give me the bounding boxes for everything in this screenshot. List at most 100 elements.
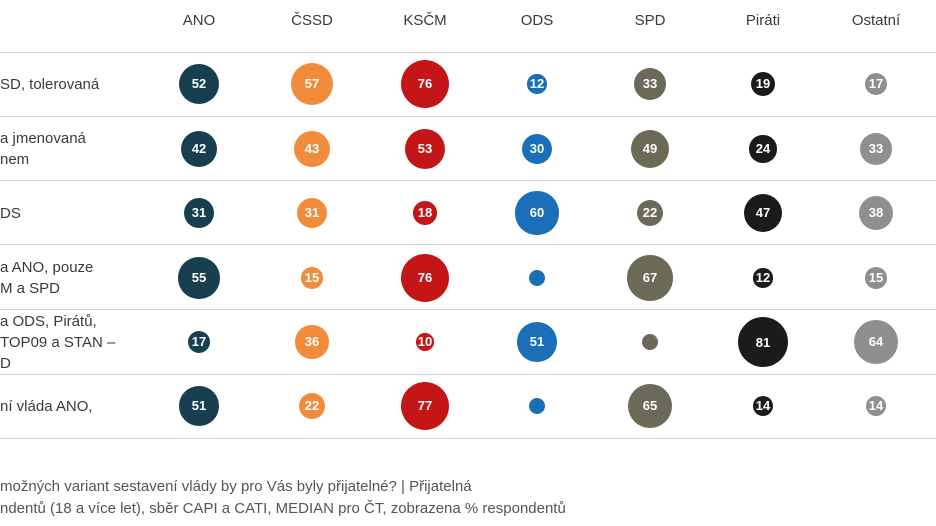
bubble-value-label: 19 (755, 76, 771, 92)
bubble-value-label: 47 (755, 205, 771, 221)
data-bubble: 15 (865, 267, 887, 289)
column-header: ODS (520, 12, 554, 29)
data-bubble: 76 (400, 253, 450, 303)
column-header: ČSSD (291, 12, 333, 29)
column-header: Ostatní (851, 12, 901, 29)
data-bubble: 10 (416, 333, 434, 351)
row-label: a ANO, pouze M a SPD (0, 259, 94, 297)
bubble-value-label: 15 (868, 270, 884, 286)
row-label: a ODS, Pirátů, TOP09 a STAN – D (0, 312, 116, 372)
row-divider (0, 180, 936, 181)
bubble-value-label: 33 (868, 141, 884, 157)
row-divider (0, 244, 936, 245)
data-bubble: 33 (860, 133, 892, 165)
column-header: Piráti (745, 12, 781, 29)
data-bubble (642, 334, 658, 350)
data-bubble: 53 (404, 128, 446, 170)
bubble-value-label: 60 (529, 205, 545, 221)
bubble-value-label: 12 (529, 76, 545, 92)
bubble-value-label: 17 (191, 334, 207, 350)
data-bubble: 22 (298, 392, 326, 420)
bubble-value-label: 14 (868, 398, 884, 414)
footnote-line-2: ndentů (18 a více let), sběr CAPI a CATI… (0, 500, 566, 517)
data-bubble: 47 (743, 193, 783, 233)
bubble-value-label: 33 (642, 76, 658, 92)
bubble-value-label: 22 (642, 205, 658, 221)
footnote-line-1: možných variant sestavení vlády by pro V… (0, 478, 472, 495)
data-bubble (529, 398, 545, 414)
bubble-value-label: 51 (529, 334, 545, 350)
bubble-value-label: 31 (304, 205, 320, 221)
data-bubble: 31 (183, 197, 215, 229)
row-label: SD, tolerovaná (0, 75, 100, 93)
data-bubble: 52 (178, 63, 220, 105)
row-divider (0, 52, 936, 53)
bubble-value-label: 42 (191, 141, 207, 157)
data-bubble: 38 (858, 195, 894, 231)
data-bubble: 17 (864, 72, 888, 96)
data-bubble: 49 (630, 129, 670, 169)
bubble-value-label: 52 (191, 76, 207, 92)
data-bubble: 19 (750, 71, 776, 97)
bubble-value-label: 77 (417, 398, 433, 414)
bubble-value-label: 36 (304, 334, 320, 350)
column-header: SPD (634, 12, 666, 29)
bubble-value-label: 49 (642, 141, 658, 157)
bubble-value-label: 22 (304, 398, 320, 414)
row-divider (0, 438, 936, 439)
data-bubble: 12 (753, 268, 773, 288)
data-bubble: 51 (517, 322, 557, 362)
bubble-value-label: 81 (755, 334, 771, 350)
data-bubble: 14 (865, 395, 887, 417)
bubble-value-label: 18 (417, 205, 433, 221)
bubble-value-label: 76 (417, 76, 433, 92)
row-divider (0, 309, 936, 310)
row-label: DS (0, 204, 21, 222)
row-label: a jmenovaná nem (0, 130, 86, 168)
bubble-value-label: 43 (304, 141, 320, 157)
data-bubble: 36 (295, 325, 329, 359)
bubble-value-label: 12 (755, 270, 771, 286)
data-bubble: 55 (178, 257, 220, 299)
column-header: ANO (182, 12, 216, 29)
data-bubble: 81 (738, 317, 788, 367)
bubble-value-label: 51 (191, 398, 207, 414)
data-bubble: 12 (527, 74, 547, 94)
data-bubble: 64 (853, 319, 899, 365)
bubble-value-label: 67 (642, 270, 658, 286)
bubble-value-label: 10 (417, 334, 433, 350)
bubble-value-label: 24 (755, 141, 771, 157)
bubble-value-label: 30 (529, 141, 545, 157)
data-bubble: 77 (400, 381, 450, 431)
bubble-value-label: 55 (191, 270, 207, 286)
data-bubble: 24 (749, 135, 777, 163)
bubble-value-label: 64 (868, 334, 884, 350)
data-bubble: 30 (521, 133, 553, 165)
data-bubble (529, 270, 545, 286)
data-bubble: 31 (296, 197, 328, 229)
data-bubble: 33 (634, 68, 666, 100)
data-bubble: 60 (515, 191, 559, 235)
bubble-value-label: 76 (417, 270, 433, 286)
data-bubble: 67 (627, 255, 673, 301)
data-bubble: 15 (301, 267, 323, 289)
row-divider (0, 374, 936, 375)
data-bubble: 17 (187, 330, 211, 354)
bubble-value-label: 17 (868, 76, 884, 92)
bubble-value-label: 14 (755, 398, 771, 414)
bubble-value-label: 53 (417, 141, 433, 157)
data-bubble: 51 (179, 386, 219, 426)
bubble-value-label: 31 (191, 205, 207, 221)
data-bubble: 65 (627, 383, 673, 429)
column-header: KSČM (403, 12, 447, 29)
bubble-value-label: 15 (304, 270, 320, 286)
data-bubble: 18 (413, 201, 437, 225)
bubble-value-label: 57 (304, 76, 320, 92)
data-bubble: 22 (636, 199, 664, 227)
data-bubble: 57 (291, 63, 333, 105)
bubble-value-label: 65 (642, 398, 658, 414)
row-divider (0, 116, 936, 117)
data-bubble: 14 (752, 395, 774, 417)
bubble-value-label: 38 (868, 205, 884, 221)
